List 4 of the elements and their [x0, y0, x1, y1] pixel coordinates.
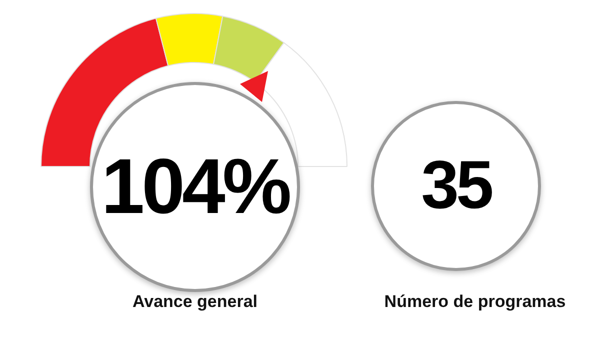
text: Avance general: [131, 292, 259, 312]
text: 104%: [100, 141, 290, 232]
text: 35: [420, 146, 492, 226]
text: Número de programas: [383, 292, 567, 312]
